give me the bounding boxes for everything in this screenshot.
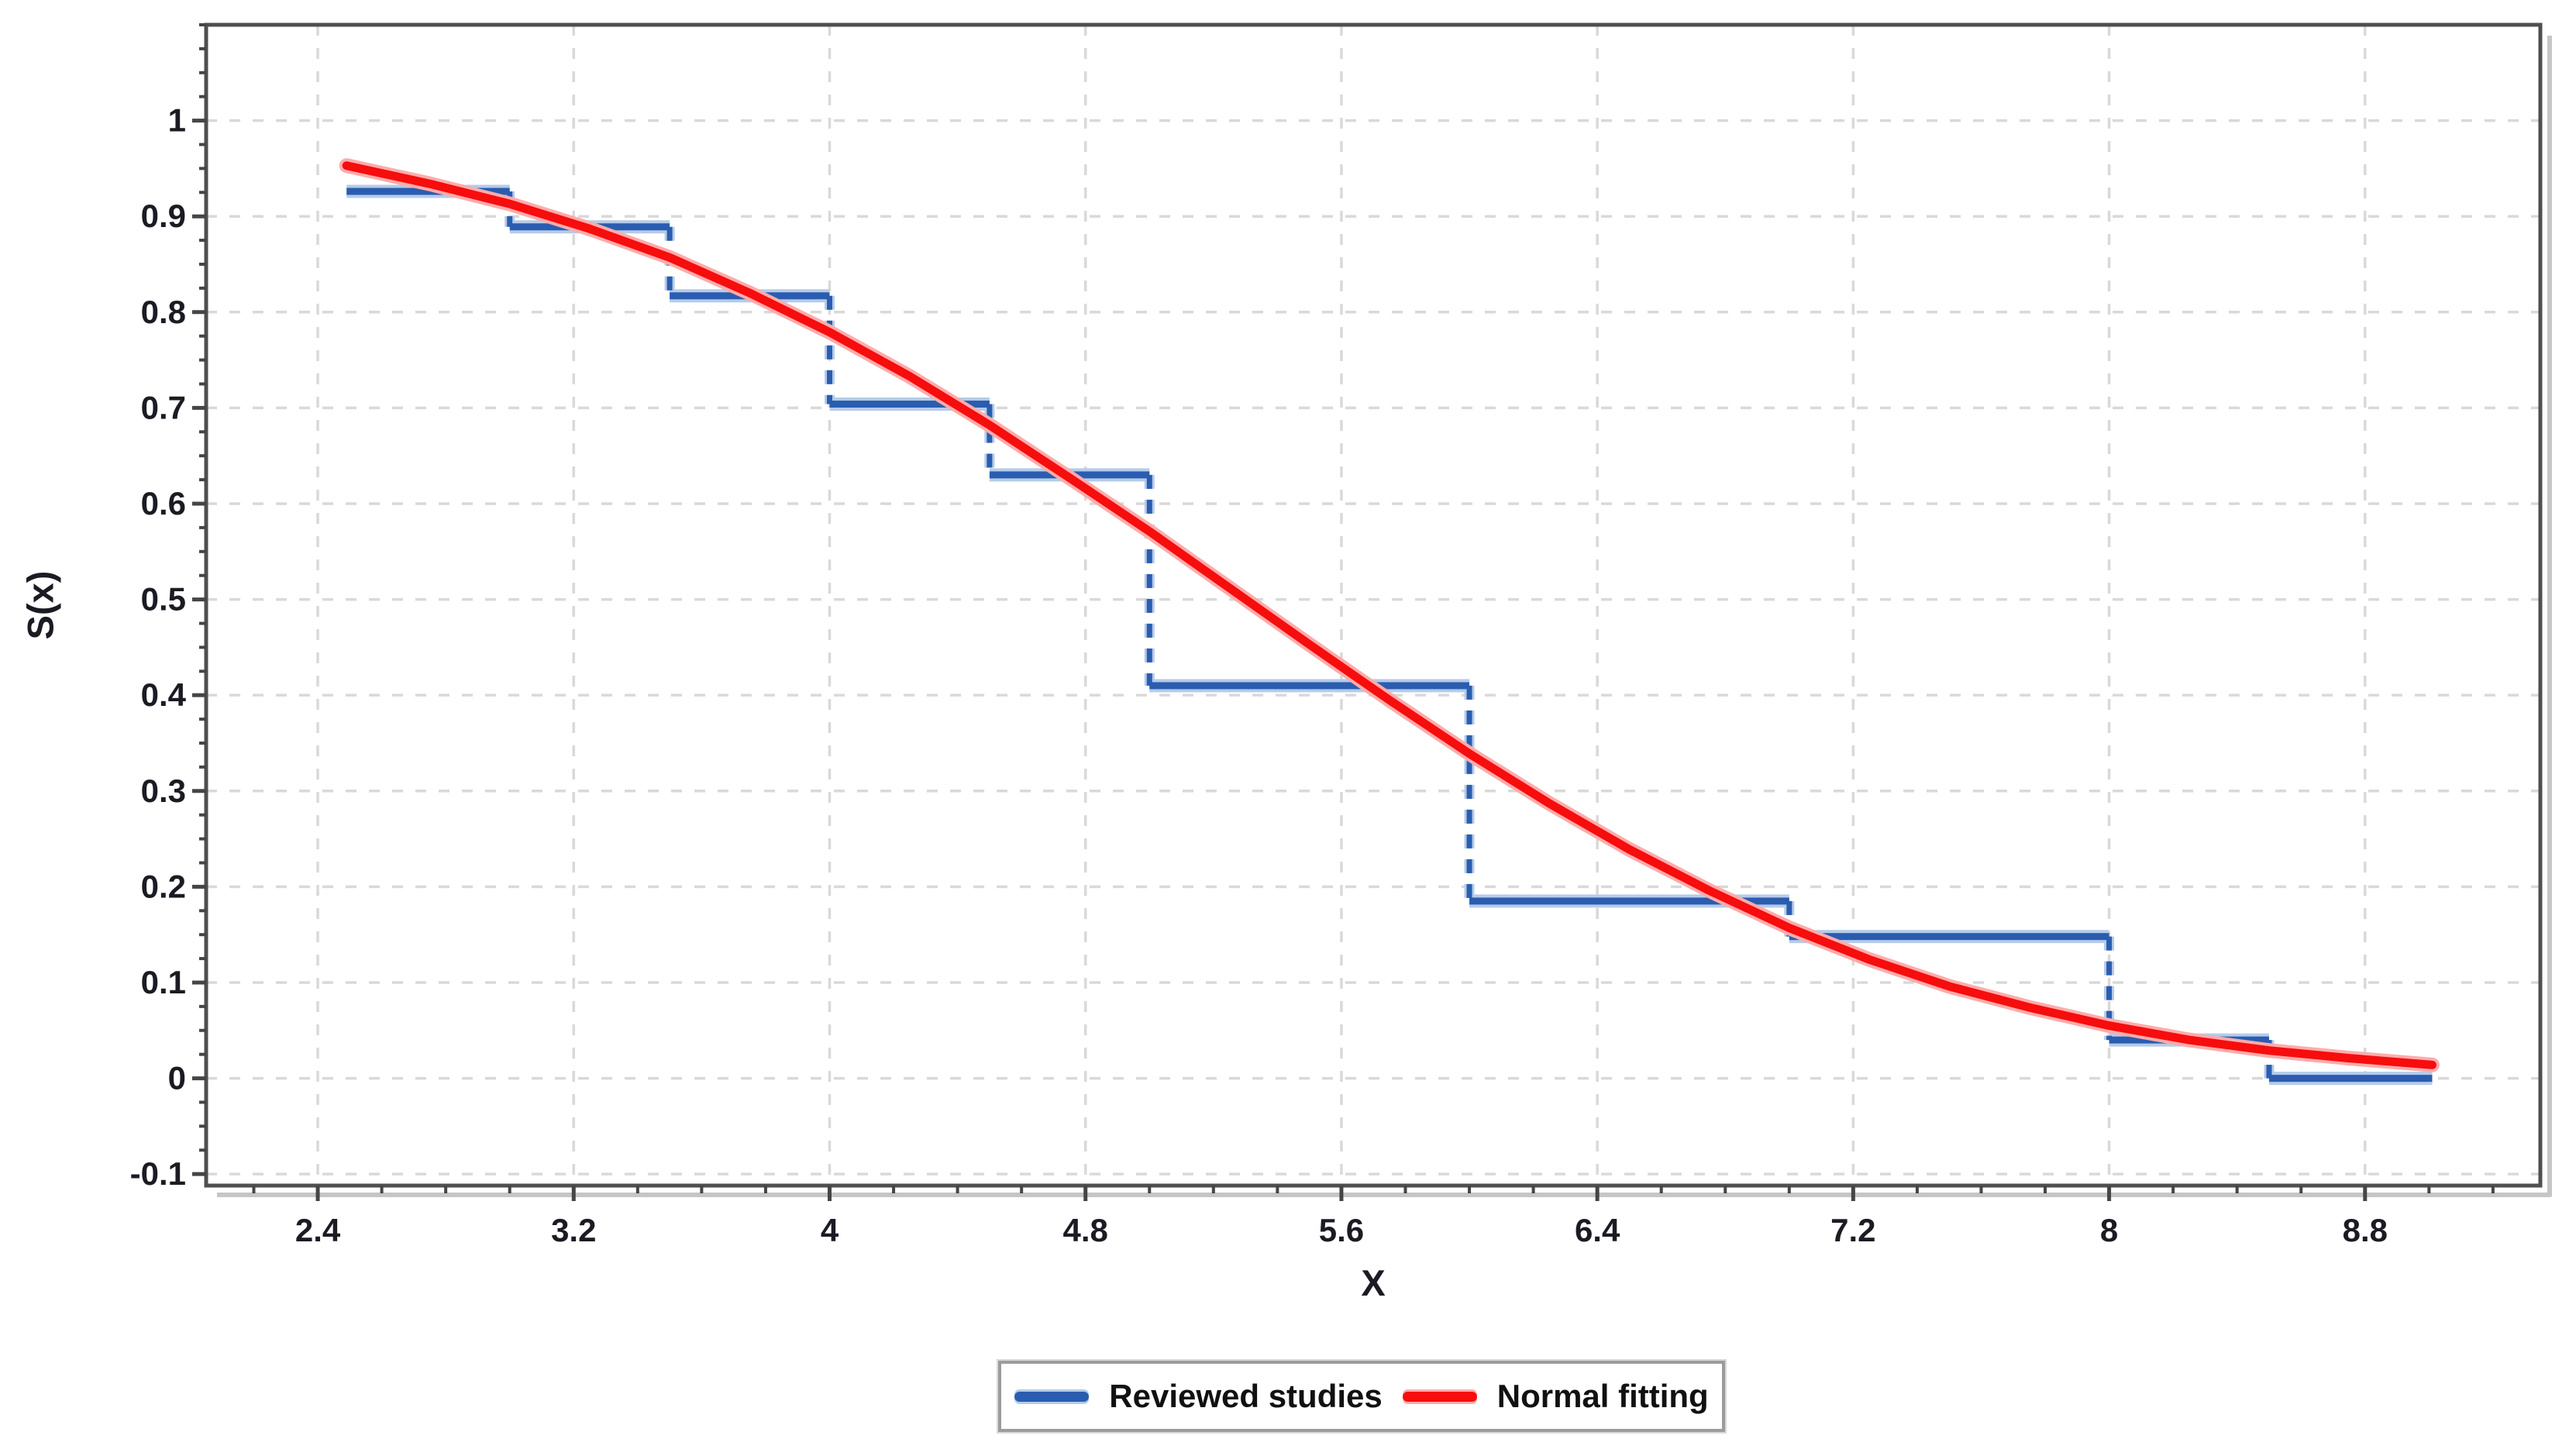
x-axis-title: X [1361,1262,1386,1303]
y-tick-label: 0.8 [141,294,186,330]
x-tick-label: 2.4 [295,1212,341,1248]
x-tick-label: 4 [821,1212,839,1248]
y-tick-label: 0.9 [141,198,186,234]
y-tick-label: 0.7 [141,389,186,425]
x-tick-label: 8 [2100,1212,2118,1248]
x-tick-label: 6.4 [1575,1212,1620,1248]
y-tick-label: 0.5 [141,581,186,618]
x-tick-label: 8.8 [2343,1212,2388,1248]
x-tick-label: 5.6 [1319,1212,1364,1248]
y-tick-label: 1 [168,102,186,139]
plot-frame [204,22,2543,1188]
y-tick-label: 0.3 [141,773,186,809]
normal-fit-curve-halo [339,158,2440,1072]
y-tick-label: 0.2 [141,868,186,904]
y-tick-label: 0.1 [141,964,186,1000]
y-tick-label: 0.4 [141,676,187,713]
legend-swatch-normal-fitting [1402,1391,1477,1402]
x-tick-label: 4.8 [1063,1212,1108,1248]
y-tick-label: -0.1 [130,1155,186,1192]
normal-fit-curve [342,161,2436,1069]
y-tick-label: 0 [168,1060,186,1096]
legend-label-normal-fitting: Normal fitting [1496,1378,1709,1414]
legend-swatch-reviewed-studies [1014,1391,1090,1402]
x-tick-label: 3.2 [551,1212,596,1248]
y-tick-label: 0.6 [141,485,186,521]
y-axis-title: S(x) [19,570,61,640]
legend-label-reviewed-studies: Reviewed studies [1109,1378,1383,1414]
x-tick-label: 7.2 [1830,1212,1875,1248]
legend: Reviewed studies Normal fitting [997,1359,1727,1434]
